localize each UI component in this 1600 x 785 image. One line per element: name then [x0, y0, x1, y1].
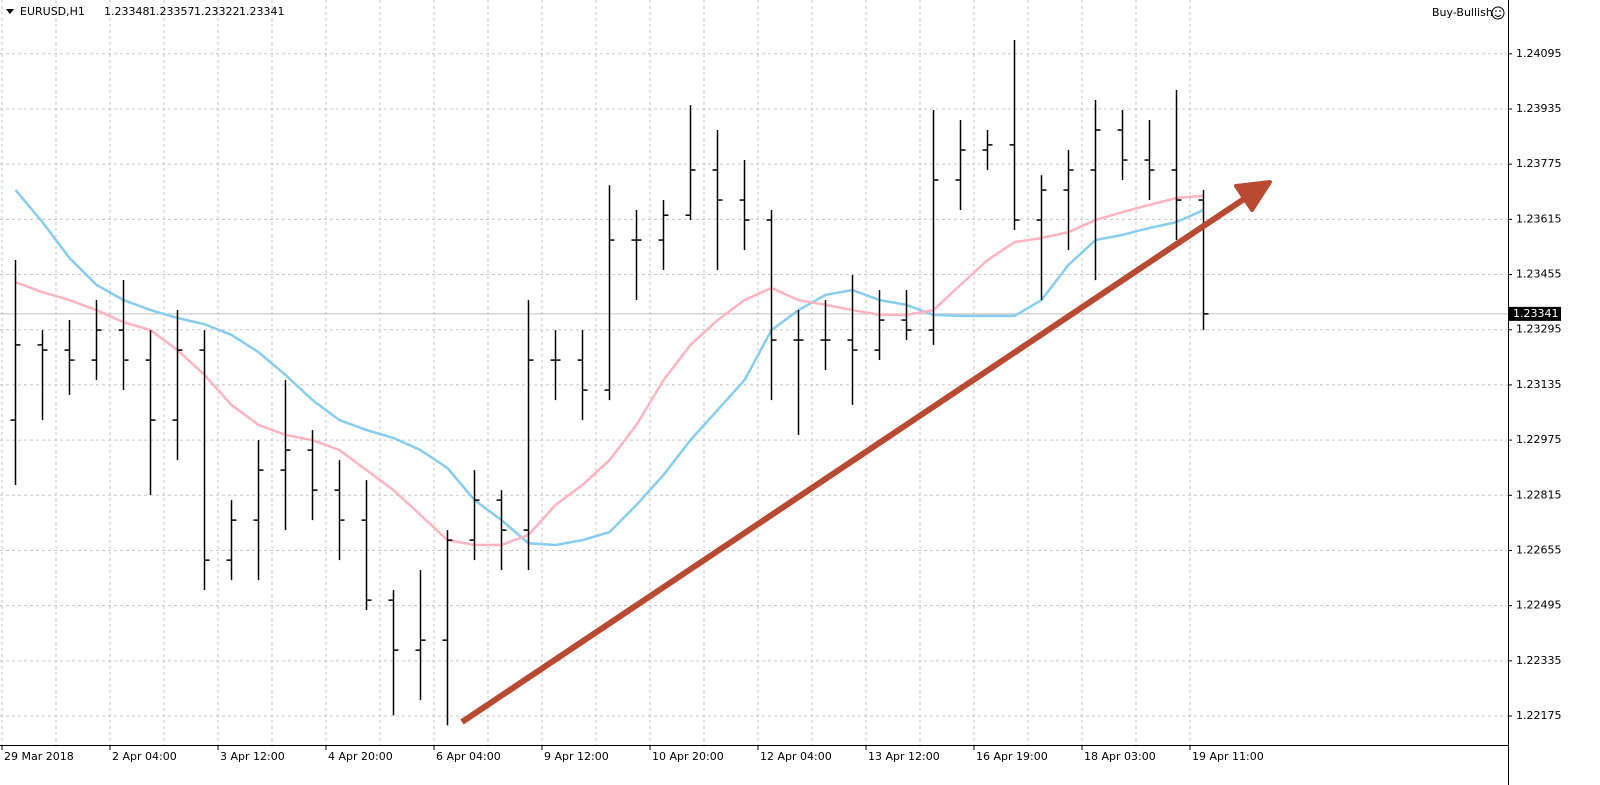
- grid: [0, 0, 1508, 745]
- x-tick-label: 6 Apr 04:00: [436, 750, 501, 763]
- y-tick-label: 1.22975: [1516, 433, 1562, 446]
- header-value: 1.23322: [194, 5, 240, 18]
- x-tick-label: 10 Apr 20:00: [652, 750, 724, 763]
- current-price-label: 1.23341: [1513, 307, 1559, 320]
- current-price-box: [1509, 306, 1561, 321]
- y-tick-label: 1.22175: [1516, 709, 1562, 722]
- x-tick-label: 19 Apr 11:00: [1192, 750, 1264, 763]
- y-tick-label: 1.23775: [1516, 157, 1562, 170]
- y-tick-label: 1.22495: [1516, 599, 1562, 612]
- x-tick-label: 16 Apr 19:00: [976, 750, 1048, 763]
- y-tick-label: 1.23455: [1516, 268, 1562, 281]
- header-value: 1.23357: [149, 5, 195, 18]
- y-tick-label: 1.23615: [1516, 212, 1562, 225]
- x-tick-label: 2 Apr 04:00: [112, 750, 177, 763]
- x-tick-label: 9 Apr 12:00: [544, 750, 609, 763]
- x-tick-label: 3 Apr 12:00: [220, 750, 285, 763]
- y-tick-label: 1.24095: [1516, 47, 1562, 60]
- smiley-icon: [1491, 6, 1505, 20]
- y-tick-label: 1.22335: [1516, 654, 1562, 667]
- x-tick-label: 4 Apr 20:00: [328, 750, 393, 763]
- x-tick-label: 12 Apr 04:00: [760, 750, 832, 763]
- x-tick-label: 29 Mar 2018: [4, 750, 74, 763]
- trend-arrowhead: [1234, 180, 1272, 212]
- menu-arrow[interactable]: [6, 9, 14, 14]
- x-tick-label: 13 Apr 12:00: [868, 750, 940, 763]
- symbol: EURUSD,H1: [20, 5, 85, 18]
- price-bars: [10, 40, 1209, 726]
- header-value: 1.23341: [239, 5, 285, 18]
- header-value: 1.23348: [104, 5, 150, 18]
- indicators: [14, 189, 1205, 547]
- signal: Buy-Bullish: [1432, 6, 1493, 19]
- y-tick-label: 1.23295: [1516, 323, 1562, 336]
- moving-average: [14, 189, 1205, 547]
- y-tick-label: 1.23935: [1516, 102, 1562, 115]
- y-tick-label: 1.22655: [1516, 543, 1562, 556]
- moving-average: [15, 194, 1204, 547]
- x-tick-label: 18 Apr 03:00: [1084, 750, 1156, 763]
- y-tick-label: 1.22815: [1516, 488, 1562, 501]
- trend-arrow: [460, 192, 1252, 725]
- y-tick-label: 1.23135: [1516, 378, 1562, 391]
